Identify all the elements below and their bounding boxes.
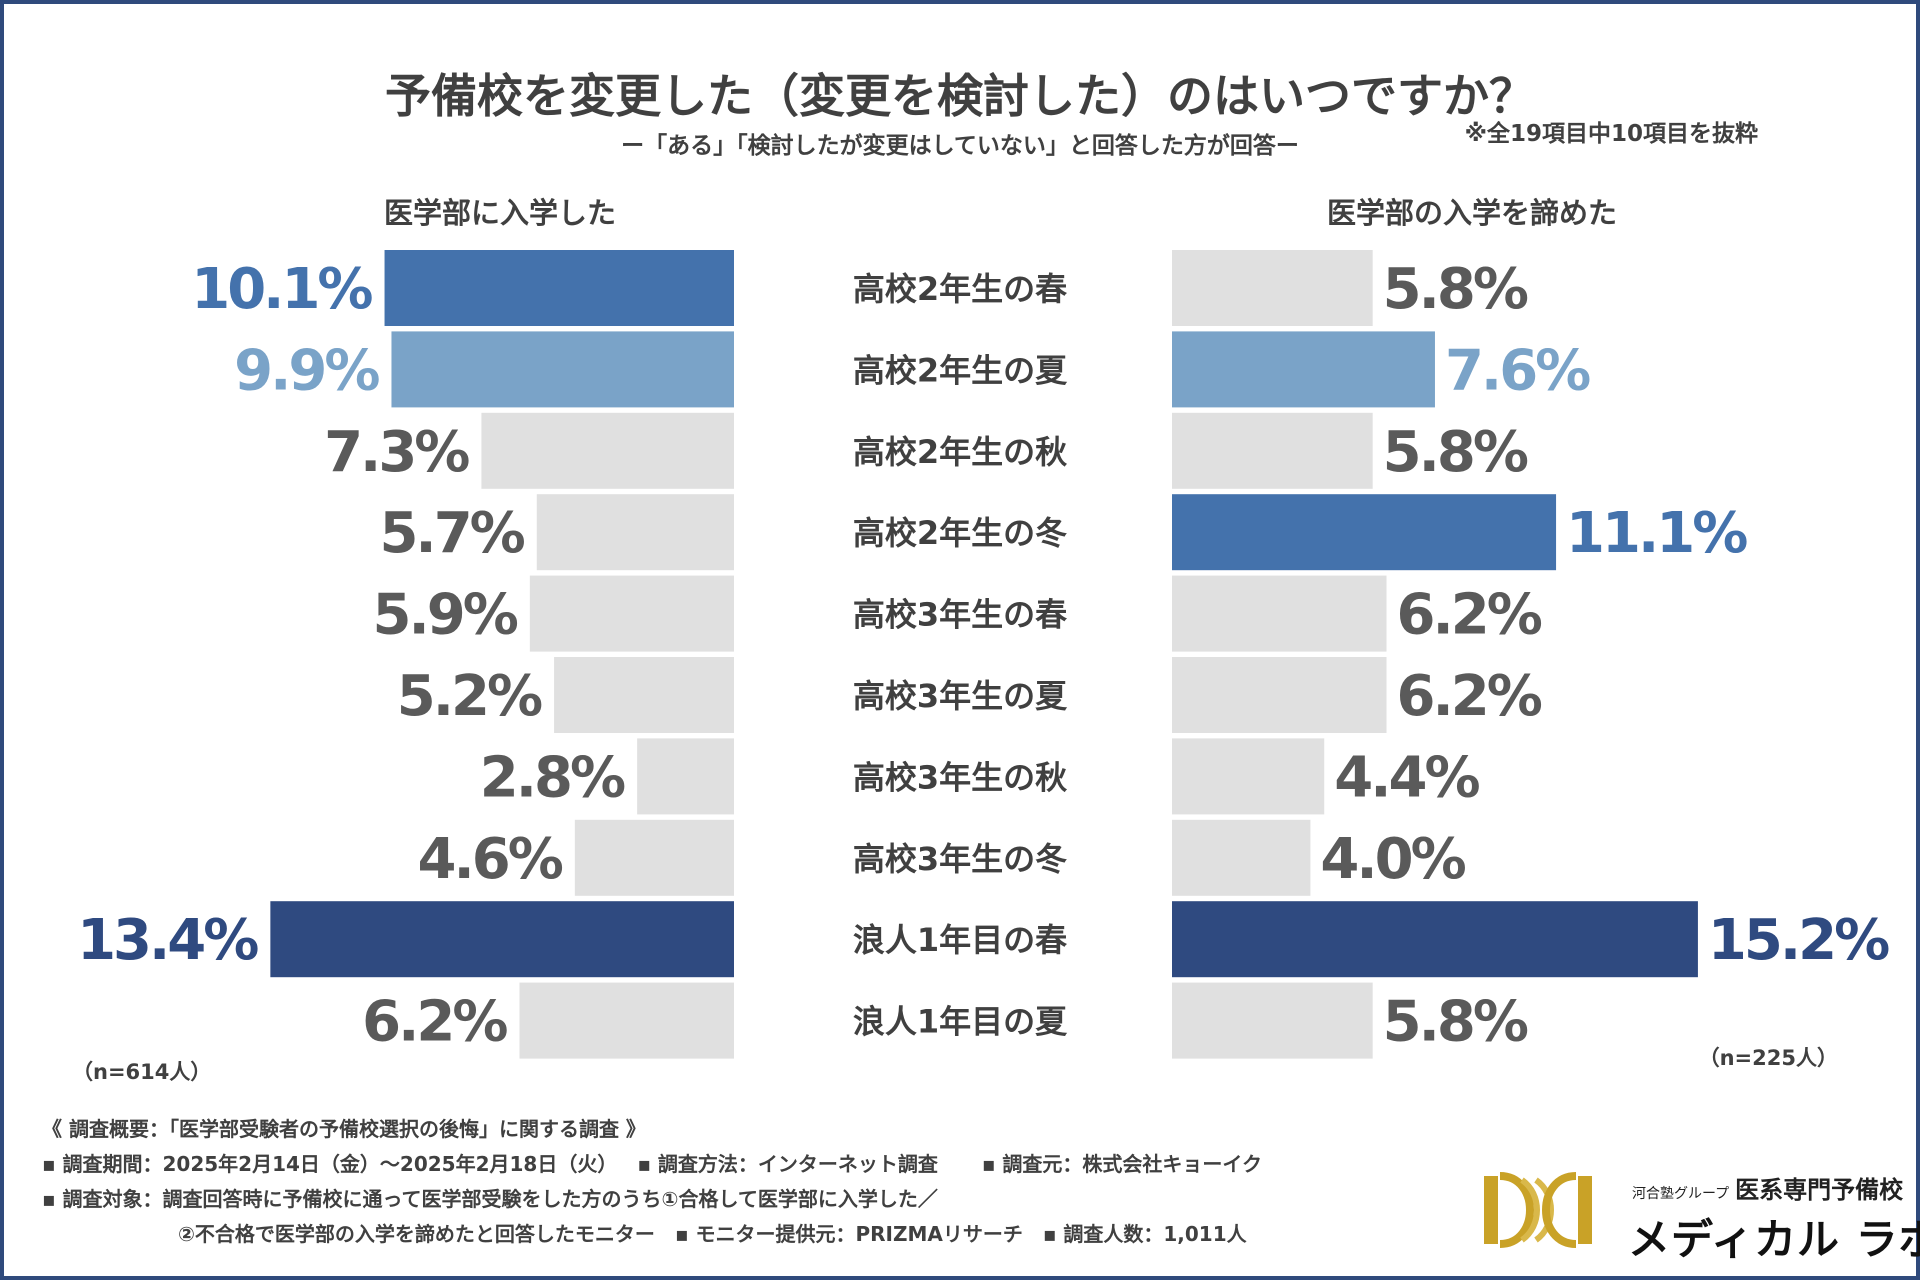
- right-value-label: 6.2%: [1397, 664, 1542, 729]
- right-value-label: 6.2%: [1397, 583, 1542, 648]
- left-bar: [519, 982, 734, 1059]
- right-panel-title: 医学部の入学を諦めた: [1326, 196, 1617, 230]
- excerpt-note: ※全19項目中10項目を抜粋: [1464, 121, 1758, 147]
- logo-name: メディカル ラボ: [1628, 1215, 1920, 1264]
- left-value-label: 9.9%: [234, 338, 379, 403]
- right-bar: [1172, 738, 1325, 815]
- right-value-label: 5.8%: [1383, 257, 1528, 322]
- left-value-label: 13.4%: [77, 908, 258, 973]
- right-bar: [1172, 494, 1557, 571]
- left-value-label: 10.1%: [191, 257, 372, 322]
- logo-group: 河合塾グループ: [1632, 1186, 1730, 1202]
- right-bar: [1172, 819, 1311, 896]
- category-label: 高校3年生の秋: [853, 758, 1067, 796]
- category-label: 高校2年生の秋: [853, 433, 1067, 471]
- right-bar: [1172, 412, 1373, 489]
- category-label: 高校2年生の夏: [853, 351, 1068, 389]
- survey-line-4: ②不合格で医学部の入学を諦めたと回答したモニター ▪ モニター提供元：PRIZMA…: [42, 1217, 1262, 1252]
- left-bar: [536, 494, 734, 571]
- survey-heading: 《 調査概要：「医学部受験者の予備校選択の後悔」に関する調査 》: [42, 1117, 646, 1141]
- left-bar: [574, 819, 734, 896]
- chart-title: 予備校を変更した（変更を検討した）のはいつですか？: [385, 69, 1535, 123]
- right-value-label: 4.0%: [1320, 827, 1465, 892]
- left-panel-title: 医学部に入学した: [383, 196, 616, 230]
- right-value-label: 7.6%: [1445, 338, 1590, 403]
- survey-line-2: ▪ 調査期間：2025年2月14日（金）～2025年2月18日（火） ▪ 調査方法…: [42, 1147, 1262, 1182]
- left-value-label: 5.7%: [379, 501, 524, 566]
- left-bar: [391, 331, 734, 408]
- logo-subtitle: 河合塾グループ 医系専門予備校: [1632, 1170, 1903, 1205]
- medical-lab-logo: 河合塾グループ 医系専門予備校 メディカル ラボ: [1478, 1162, 1920, 1264]
- left-sample-size: （n=614人）: [72, 1060, 212, 1084]
- left-value-label: 2.8%: [480, 745, 625, 810]
- survey-count: ▪ 調査人数：1,011人: [1042, 1222, 1247, 1246]
- right-sample-size: （n=225人）: [1698, 1046, 1838, 1070]
- right-value-label: 15.2%: [1708, 908, 1889, 973]
- right-value-label: 5.8%: [1383, 990, 1528, 1055]
- left-value-label: 5.9%: [373, 583, 518, 648]
- survey-target-1: ▪ 調査対象：調査回答時に予備校に通って医学部受験をした方のうち①合格して医学部…: [42, 1187, 938, 1211]
- right-bar: [1172, 982, 1373, 1059]
- category-label: 高校2年生の春: [853, 270, 1067, 308]
- right-bar: [1172, 901, 1698, 978]
- left-bar: [481, 412, 734, 489]
- left-value-label: 6.2%: [362, 990, 507, 1055]
- left-value-label: 5.2%: [397, 664, 542, 729]
- left-bar: [637, 738, 734, 815]
- survey-overview: 《 調査概要：「医学部受験者の予備校選択の後悔」に関する調査 》 ▪ 調査期間：…: [42, 1112, 1262, 1252]
- left-value-label: 4.6%: [418, 827, 563, 892]
- right-bar: [1172, 331, 1435, 408]
- logo-school: 医系専門予備校: [1735, 1176, 1904, 1204]
- right-bar: [1172, 575, 1387, 652]
- left-bar: [270, 901, 734, 978]
- category-label: 高校2年生の冬: [853, 514, 1067, 552]
- left-bar: [529, 575, 734, 652]
- category-label: 高校3年生の夏: [853, 677, 1068, 715]
- survey-period: ▪ 調査期間：2025年2月14日（金）～2025年2月18日（火）: [42, 1152, 618, 1176]
- right-value-label: 5.8%: [1383, 420, 1528, 485]
- left-value-label: 7.3%: [324, 420, 469, 485]
- right-value-label: 11.1%: [1566, 501, 1747, 566]
- left-bar: [554, 657, 734, 733]
- survey-source: ▪ 調査元：株式会社キョーイク: [981, 1152, 1262, 1176]
- right-bar: [1172, 657, 1387, 733]
- chart-subtitle: ー「ある」「検討したが変更はしていない」と回答した方が回答ー: [621, 133, 1299, 159]
- logo-mark-icon: [1484, 1172, 1592, 1248]
- right-value-label: 4.4%: [1334, 745, 1479, 810]
- survey-provider: ▪ モニター提供元：PRIZMAリサーチ: [674, 1222, 1023, 1246]
- left-bar: [384, 250, 734, 326]
- category-label: 高校3年生の春: [853, 596, 1067, 634]
- category-label: 浪人1年目の夏: [853, 1003, 1068, 1041]
- category-label: 高校3年生の冬: [853, 840, 1067, 878]
- survey-target-2: ②不合格で医学部の入学を諦めたと回答したモニター: [178, 1222, 655, 1246]
- right-bar: [1172, 250, 1373, 326]
- category-label: 浪人1年目の春: [853, 921, 1067, 959]
- survey-method: ▪ 調査方法：インターネット調査: [637, 1152, 938, 1176]
